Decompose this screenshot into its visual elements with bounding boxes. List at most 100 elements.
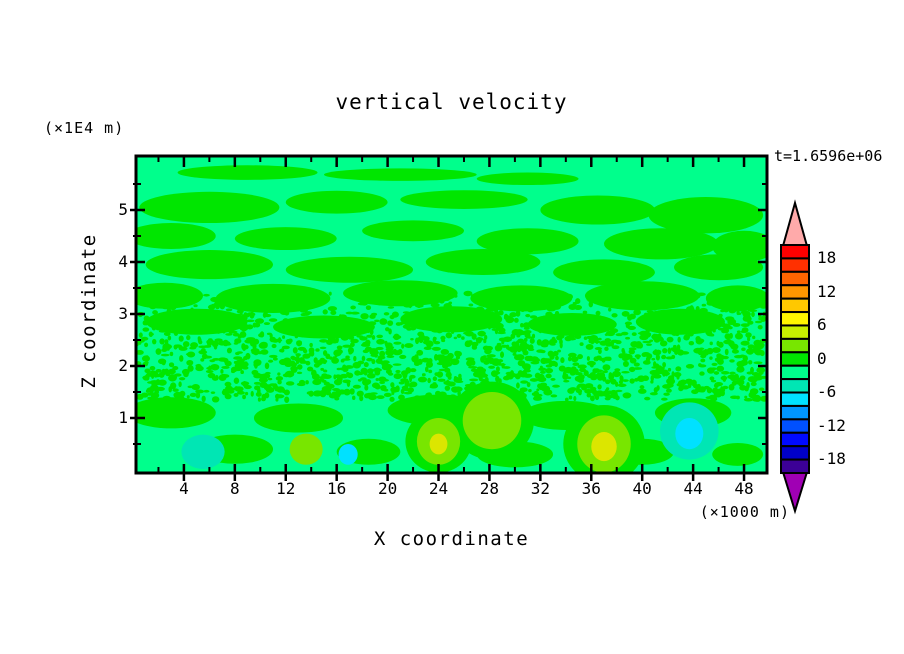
colorbar-segment <box>780 297 810 314</box>
speckle <box>642 360 651 365</box>
speckle <box>535 293 543 300</box>
speckle <box>717 358 724 365</box>
speckle <box>586 335 593 340</box>
speckle <box>758 314 762 318</box>
speckle <box>186 395 190 399</box>
speckle <box>639 385 645 390</box>
speckle <box>162 395 172 402</box>
speckle <box>205 369 214 374</box>
speckle <box>743 398 754 402</box>
speckle <box>484 334 488 340</box>
speckle <box>454 350 460 355</box>
speckle <box>440 348 450 355</box>
speckle <box>685 306 695 312</box>
speckle <box>662 361 666 368</box>
speckle <box>543 389 553 396</box>
speckle <box>624 353 633 360</box>
speckle <box>729 359 735 363</box>
speckle <box>741 347 746 352</box>
speckle <box>570 356 579 363</box>
contour-band <box>705 285 767 312</box>
speckle <box>374 319 380 323</box>
speckle <box>356 390 364 397</box>
speckle <box>174 373 182 377</box>
speckle <box>447 352 454 360</box>
speckle <box>727 374 737 380</box>
speckle <box>596 390 604 395</box>
speckle <box>468 366 478 369</box>
x-tick-label: 28 <box>479 479 500 498</box>
speckle <box>614 381 619 387</box>
speckle <box>655 354 660 361</box>
speckle <box>733 381 741 385</box>
speckle <box>242 394 246 400</box>
speckle <box>444 385 451 391</box>
speckle <box>398 394 405 401</box>
speckle <box>178 335 184 342</box>
speckle <box>176 298 186 304</box>
speckle <box>244 391 249 396</box>
speckle <box>301 360 308 364</box>
speckle <box>745 332 752 338</box>
speckle <box>611 313 618 318</box>
speckle <box>337 389 347 395</box>
speckle <box>409 368 417 373</box>
speckle <box>311 369 317 377</box>
speckle <box>432 336 437 343</box>
speckle <box>695 328 699 332</box>
speckle <box>233 393 239 397</box>
speckle <box>621 310 630 317</box>
speckle <box>750 301 757 306</box>
speckle <box>363 361 369 368</box>
speckle <box>178 377 186 381</box>
speckle <box>681 385 690 390</box>
speckle <box>148 298 152 302</box>
speckle <box>187 321 193 326</box>
speckle <box>383 392 392 398</box>
speckle <box>267 377 273 381</box>
contour-blob <box>675 418 704 450</box>
speckle <box>361 355 366 362</box>
speckle <box>740 323 750 328</box>
speckle <box>278 348 284 353</box>
speckle <box>195 365 204 372</box>
speckle <box>472 294 482 299</box>
colorbar-tick-label: -12 <box>817 415 846 435</box>
speckle <box>152 315 157 319</box>
speckle <box>522 350 529 356</box>
speckle <box>213 344 218 350</box>
speckle <box>698 364 707 368</box>
contour-band <box>553 259 655 286</box>
speckle <box>711 362 718 367</box>
speckle <box>605 291 615 298</box>
speckle <box>345 355 350 359</box>
speckle <box>361 301 368 306</box>
speckle <box>495 344 503 352</box>
speckle <box>303 348 308 354</box>
speckle <box>350 342 355 348</box>
speckle <box>245 319 255 323</box>
speckle <box>604 396 611 401</box>
speckle <box>683 335 690 341</box>
speckle <box>753 372 760 378</box>
speckle <box>323 369 328 373</box>
speckle <box>637 388 647 394</box>
speckle <box>465 357 475 361</box>
speckle <box>673 344 677 349</box>
speckle <box>446 314 457 318</box>
colorbar-segment <box>780 270 810 287</box>
speckle <box>211 318 220 322</box>
speckle <box>172 388 179 392</box>
speckle <box>418 317 429 321</box>
speckle <box>274 326 283 332</box>
speckle <box>586 393 592 398</box>
speckle <box>260 374 266 379</box>
speckle <box>627 291 634 297</box>
speckle <box>407 383 416 388</box>
x-axis-title: X coordinate <box>373 528 530 550</box>
speckle <box>389 396 395 402</box>
x-axis-unit-note: (×1000 m) <box>699 503 790 521</box>
speckle <box>545 373 552 379</box>
speckle <box>198 345 208 349</box>
speckle <box>210 303 220 307</box>
